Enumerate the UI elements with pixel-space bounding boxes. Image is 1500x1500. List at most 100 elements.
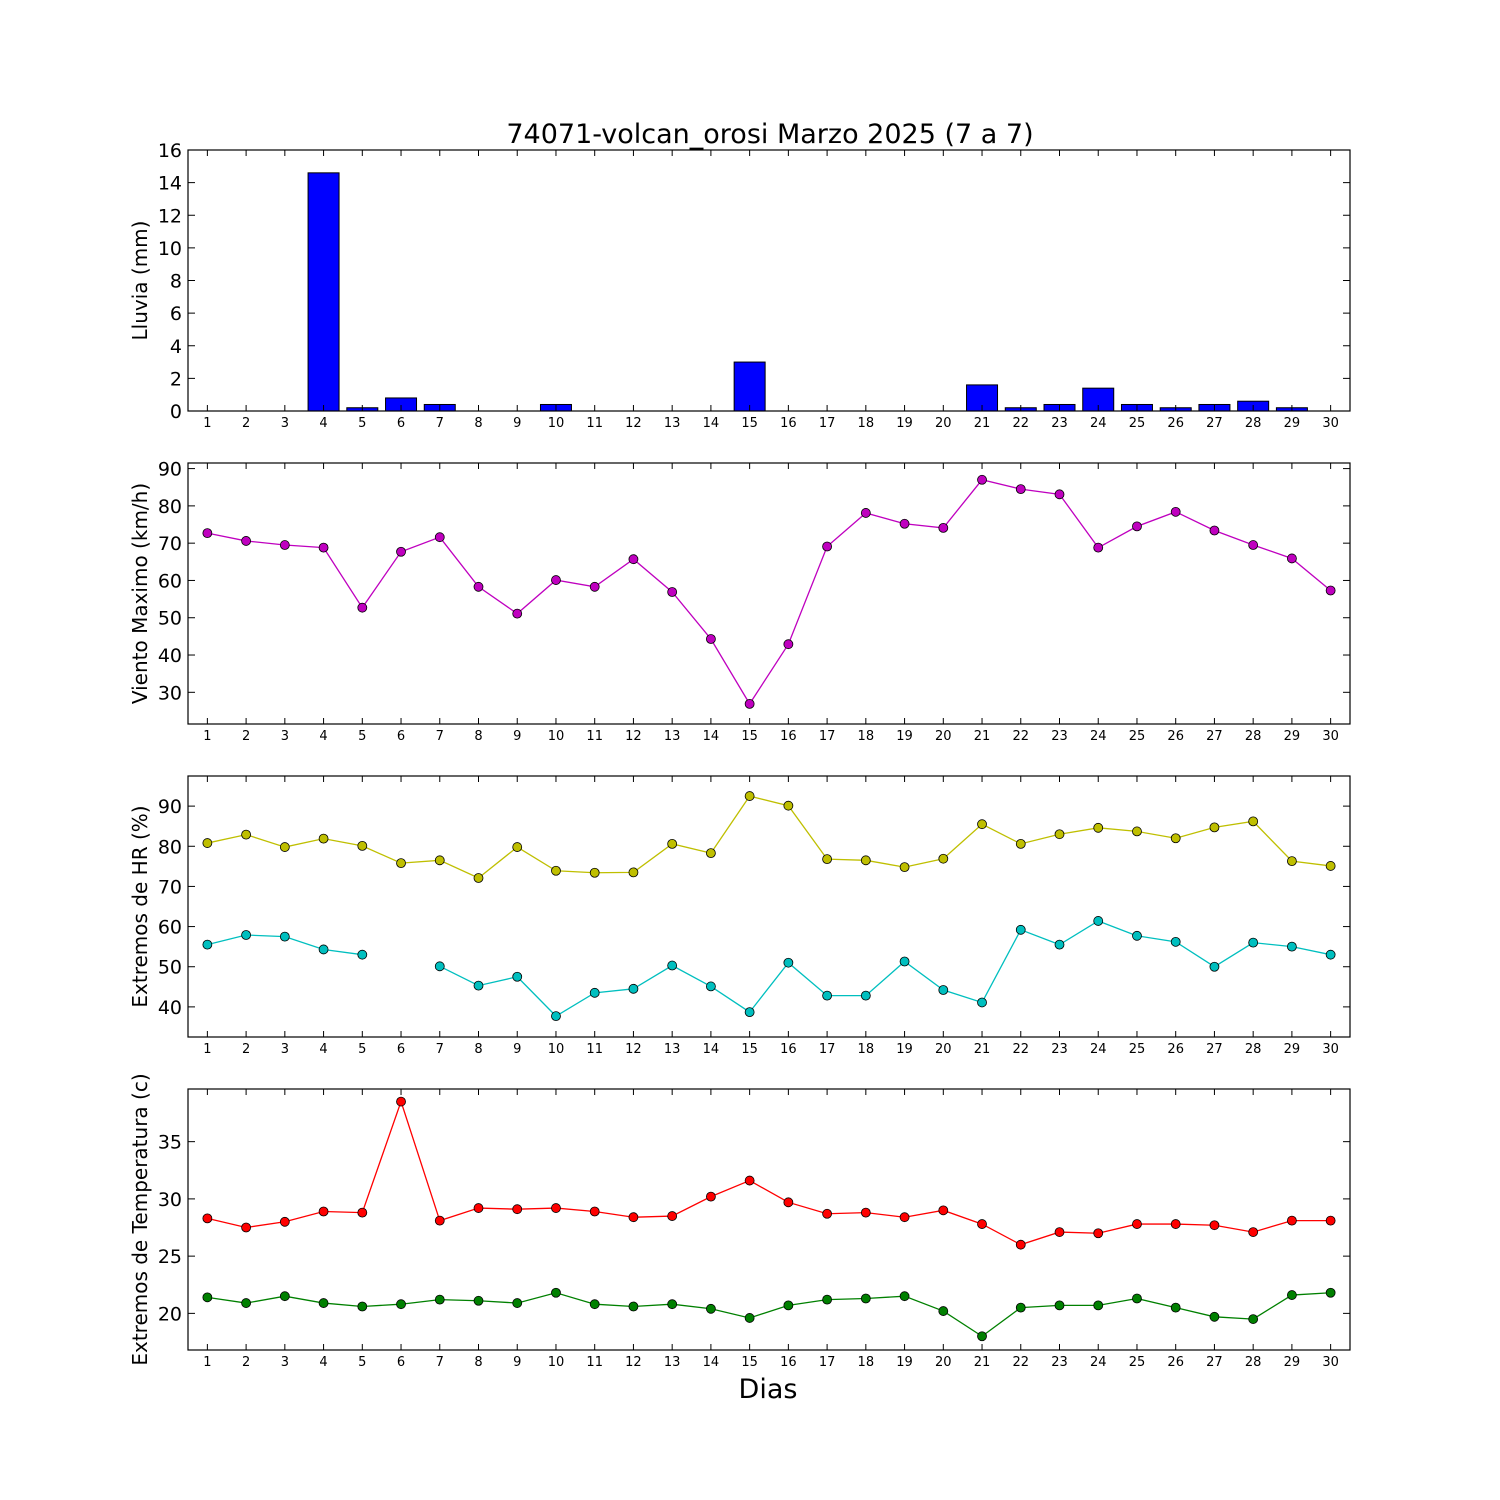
plot-frame xyxy=(187,775,1351,1038)
x-tick-label: 5 xyxy=(358,1355,366,1370)
data-point xyxy=(434,1294,445,1305)
data-point xyxy=(1287,1215,1297,1226)
y-tick-label: 30 xyxy=(158,682,182,704)
x-tick-label: 6 xyxy=(397,1042,405,1057)
data-point xyxy=(202,528,213,538)
x-tick-label: 24 xyxy=(1090,416,1107,431)
data-point xyxy=(279,931,290,942)
y-tick-label: 50 xyxy=(158,608,182,630)
data-point xyxy=(1054,939,1065,950)
x-tick-label: 11 xyxy=(586,729,603,744)
data-point xyxy=(512,971,523,982)
x-tick-label: 3 xyxy=(281,1355,289,1370)
x-tick-label: 14 xyxy=(703,729,720,744)
data-point xyxy=(977,474,987,485)
x-tick-label: 3 xyxy=(281,416,289,431)
y-axis-label: Extremos de HR (%) xyxy=(128,805,152,1007)
x-tick-label: 29 xyxy=(1284,1355,1301,1370)
x-tick-label: 30 xyxy=(1322,416,1339,431)
x-tick-label: 10 xyxy=(548,1042,565,1057)
data-point xyxy=(899,518,910,529)
data-point xyxy=(1325,585,1336,596)
panels: 1 2 3 4 5 6 7 8 9 10 11 12 13 14 15 16 17 18 19 20 21 22 23 24 2… xyxy=(128,140,1351,1370)
data-point xyxy=(667,1299,678,1310)
x-tick-label: 23 xyxy=(1051,1042,1068,1057)
data-point xyxy=(667,1211,678,1221)
data-point xyxy=(977,997,987,1008)
data-point xyxy=(1132,1219,1142,1229)
data-point xyxy=(396,1096,406,1107)
data-point xyxy=(1170,1219,1181,1229)
data-point xyxy=(279,540,290,550)
x-tick-label: 29 xyxy=(1284,416,1301,431)
x-tick-label: 18 xyxy=(858,416,875,431)
x-tick-label: 18 xyxy=(858,1042,875,1057)
panel-3: 1 2 3 4 5 6 7 8 9 10 11 12 13 14 15 16 17 18 19 20 21 22 23 24 2… xyxy=(128,775,1351,1057)
data-point xyxy=(434,1215,445,1226)
data-point xyxy=(551,575,561,585)
data-point xyxy=(706,1191,716,1202)
data-point xyxy=(744,1007,755,1017)
data-point xyxy=(551,1011,561,1022)
data-point xyxy=(706,981,716,992)
data-point xyxy=(357,1301,368,1312)
data-point xyxy=(1325,949,1336,960)
x-tick-label: 24 xyxy=(1090,1042,1107,1057)
data-point xyxy=(899,862,910,873)
data-point xyxy=(1054,1300,1065,1311)
x-tick-label: 5 xyxy=(358,729,366,744)
data-point xyxy=(1209,1311,1220,1322)
data-point xyxy=(938,985,949,995)
y-tick-label: 35 xyxy=(158,1132,182,1154)
x-tick-label: 4 xyxy=(319,416,327,431)
data-point xyxy=(1248,816,1259,827)
y-tick-label: 60 xyxy=(158,570,182,592)
x-tick-label: 2 xyxy=(242,416,250,431)
y-tick-label: 10 xyxy=(158,238,182,260)
data-point xyxy=(1287,1290,1297,1300)
data-point xyxy=(860,1293,871,1304)
x-tick-label: 13 xyxy=(664,1042,681,1057)
x-tick-label: 12 xyxy=(625,729,642,744)
panel-4: 1 2 3 4 5 6 7 8 9 10 11 12 13 14 15 16 17 18 19 20 21 22 23 24 2… xyxy=(128,1073,1351,1370)
x-tick-label: 7 xyxy=(436,1355,444,1370)
series-line-2 xyxy=(439,920,1331,1017)
x-tick-label: 21 xyxy=(974,416,991,431)
data-point xyxy=(1054,489,1065,500)
data-point xyxy=(318,1206,329,1217)
data-point xyxy=(1093,916,1104,926)
data-point xyxy=(357,949,368,960)
x-tick-label: 13 xyxy=(664,1355,681,1370)
x-tick-label: 26 xyxy=(1167,729,1184,744)
x-tick-label: 22 xyxy=(1012,416,1029,431)
x-tick-label: 10 xyxy=(548,1355,565,1370)
x-tick-label: 14 xyxy=(703,1355,720,1370)
data-point xyxy=(241,1222,252,1233)
data-point xyxy=(1054,829,1065,840)
x-tick-label: 20 xyxy=(935,729,952,744)
data-point xyxy=(512,842,523,852)
y-tick-label: 25 xyxy=(158,1246,182,1268)
plot-area xyxy=(188,463,1350,724)
data-point xyxy=(1325,1287,1336,1298)
data-point xyxy=(899,1291,910,1302)
data-point xyxy=(899,956,910,967)
data-point xyxy=(279,1216,290,1227)
data-point xyxy=(1287,553,1297,564)
data-point xyxy=(512,608,523,619)
data-point xyxy=(1170,506,1181,517)
data-point xyxy=(822,854,832,865)
data-point xyxy=(551,1203,561,1213)
data-point xyxy=(667,838,678,849)
x-tick-label: 16 xyxy=(780,416,797,431)
x-tick-label: 8 xyxy=(474,1355,482,1370)
x-tick-label: 1 xyxy=(203,1042,211,1057)
y-axis-label: Viento Maximo (km/h) xyxy=(128,483,152,704)
x-tick-label: 8 xyxy=(474,416,482,431)
data-point xyxy=(1015,838,1026,849)
data-point xyxy=(1093,822,1104,833)
data-point xyxy=(1015,1239,1026,1250)
x-tick-label: 1 xyxy=(203,1355,211,1370)
x-tick-label: 17 xyxy=(819,1042,836,1057)
x-tick-label: 23 xyxy=(1051,729,1068,744)
